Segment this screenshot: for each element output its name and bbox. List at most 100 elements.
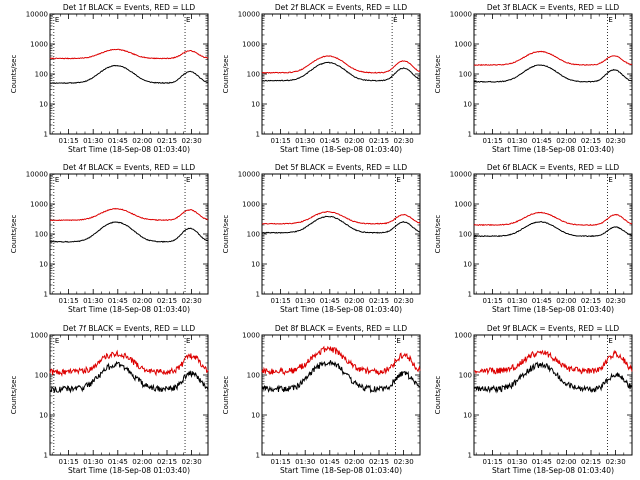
y-tick-label: 100 <box>35 71 48 79</box>
panel-title: Det 2f BLACK = Events, RED = LLD <box>275 3 408 12</box>
x-tick-label: 01:15 <box>58 137 78 145</box>
panel-title: Det 6f BLACK = Events, RED = LLD <box>487 163 620 172</box>
y-tick-label: 100 <box>459 372 472 380</box>
y-tick-label: 1 <box>256 452 260 460</box>
x-tick-label: 01:45 <box>320 137 340 145</box>
y-tick-label: 100 <box>247 71 260 79</box>
panel-6: Det 6f BLACK = Events, RED = LLD 1 10 100 10… <box>434 163 633 314</box>
x-tick-label: 02:30 <box>394 458 414 466</box>
y-tick-label: 1000 <box>242 201 260 209</box>
y-axis-label: Counts/sec <box>10 376 18 415</box>
y-tick-label: 1 <box>468 131 472 139</box>
panel-5: Det 5f BLACK = Events, RED = LLD 1 10 100 10… <box>222 163 421 314</box>
y-tick-label: 1000 <box>30 41 48 49</box>
panel-title: Det 9f BLACK = Events, RED = LLD <box>487 324 620 333</box>
event-marker-label: E <box>608 337 612 345</box>
y-tick-label: 100 <box>247 372 260 380</box>
panel-2: Det 2f BLACK = Events, RED = LLD 1 10 100 10… <box>222 3 421 154</box>
x-axis-label: Start Time (18-Sep-08 01:03:40) <box>68 145 190 154</box>
y-tick-label: 10 <box>39 412 48 420</box>
x-tick-label: 02:00 <box>556 458 576 466</box>
y-tick-label: 10000 <box>450 11 472 19</box>
plot-frame <box>261 13 421 135</box>
series-events-line <box>261 215 421 234</box>
x-tick-label: 01:45 <box>532 297 552 305</box>
series-lld-line <box>261 55 421 74</box>
x-tick-label: 01:30 <box>295 297 315 305</box>
y-tick-label: 1 <box>256 291 260 299</box>
x-tick-label: 01:15 <box>482 137 502 145</box>
x-tick-label: 02:00 <box>132 137 152 145</box>
x-tick-label: 02:30 <box>182 297 202 305</box>
x-axis-label: Start Time (18-Sep-08 01:03:40) <box>280 466 402 475</box>
event-marker-label: E <box>186 337 190 345</box>
x-tick-label: 01:15 <box>482 297 502 305</box>
y-tick-label: 10 <box>251 261 260 269</box>
x-tick-label: 02:15 <box>581 458 601 466</box>
event-marker-label: E <box>396 337 400 345</box>
series-lld-line <box>261 345 421 376</box>
series-events-line <box>49 221 209 243</box>
y-axis-label: Counts/sec <box>434 376 442 415</box>
panel-1: Det 1f BLACK = Events, RED = LLD 1 10 100 10… <box>10 3 209 154</box>
y-tick-label: 10 <box>463 101 472 109</box>
y-axis-label: Counts/sec <box>222 55 230 94</box>
panel-8: Det 8f BLACK = Events, RED = LLD 1 10 100 10… <box>222 324 421 475</box>
series-lld-line <box>49 207 209 222</box>
y-tick-label: 1000 <box>242 41 260 49</box>
x-tick-label: 01:15 <box>270 458 290 466</box>
x-tick-label: 01:30 <box>83 137 103 145</box>
plot-frame <box>261 334 421 456</box>
series-events-line <box>473 220 633 238</box>
series-events-line <box>49 360 209 394</box>
x-tick-label: 01:30 <box>83 458 103 466</box>
event-marker-label: E <box>186 16 190 24</box>
x-tick-label: 02:00 <box>344 137 364 145</box>
series-lld-line <box>49 48 209 60</box>
series-lld-line <box>49 349 209 378</box>
x-tick-label: 01:30 <box>507 458 527 466</box>
y-tick-label: 1000 <box>30 332 48 340</box>
x-tick-label: 01:15 <box>270 297 290 305</box>
y-tick-label: 10000 <box>238 11 260 19</box>
panel-9: Det 9f BLACK = Events, RED = LLD 1 10 100 10… <box>434 324 633 475</box>
y-tick-label: 10000 <box>26 171 48 179</box>
x-tick-label: 01:45 <box>108 458 128 466</box>
plot-frame <box>49 173 209 295</box>
plot-frame <box>49 334 209 456</box>
plot-frame <box>473 13 633 135</box>
y-tick-label: 10 <box>463 412 472 420</box>
y-tick-label: 1 <box>468 291 472 299</box>
x-axis-label: Start Time (18-Sep-08 01:03:40) <box>492 305 614 314</box>
y-tick-label: 100 <box>459 231 472 239</box>
plot-frame <box>473 173 633 295</box>
x-tick-label: 02:00 <box>556 137 576 145</box>
event-marker-label: E <box>396 176 400 184</box>
x-tick-label: 02:15 <box>157 297 177 305</box>
x-tick-label: 02:00 <box>344 458 364 466</box>
y-tick-label: 10 <box>463 261 472 269</box>
event-marker-label: E <box>55 337 59 345</box>
x-tick-label: 02:00 <box>556 297 576 305</box>
series-lld-line <box>473 50 633 67</box>
series-events-line <box>261 360 421 394</box>
plot-frame <box>473 334 633 456</box>
x-tick-label: 02:15 <box>581 137 601 145</box>
series-lld-line <box>261 210 421 225</box>
plot-frame <box>261 173 421 295</box>
series-events-line <box>473 64 633 83</box>
x-tick-label: 01:30 <box>295 137 315 145</box>
panel-4: Det 4f BLACK = Events, RED = LLD 1 10 100 10… <box>10 163 209 314</box>
x-tick-label: 01:30 <box>83 297 103 305</box>
panel-title: Det 8f BLACK = Events, RED = LLD <box>275 324 408 333</box>
series-lld-line <box>473 349 633 376</box>
y-axis-label: Counts/sec <box>10 215 18 254</box>
event-marker-label: E <box>608 176 612 184</box>
y-tick-label: 1 <box>44 131 48 139</box>
y-tick-label: 10000 <box>450 171 472 179</box>
series-lld-line <box>473 211 633 227</box>
y-tick-label: 1 <box>468 452 472 460</box>
y-tick-label: 1 <box>44 452 48 460</box>
x-axis-label: Start Time (18-Sep-08 01:03:40) <box>280 305 402 314</box>
x-axis-label: Start Time (18-Sep-08 01:03:40) <box>280 145 402 154</box>
